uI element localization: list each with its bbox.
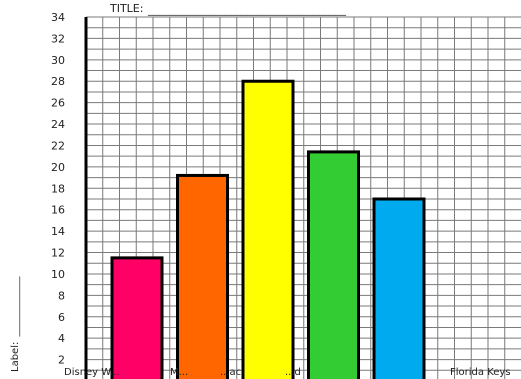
category-label: Florida Keys	[450, 367, 511, 378]
y-tick-label: 14	[51, 225, 65, 238]
y-tick-label: 26	[51, 97, 65, 110]
y-tick-label: 34	[51, 11, 65, 24]
y-tick-label: 6	[58, 311, 65, 324]
bar	[110, 256, 164, 379]
chart-title-prefix: TITLE:	[109, 2, 143, 15]
y-tick-label: 24	[51, 118, 65, 131]
y-tick-label: 8	[58, 289, 65, 302]
bar	[241, 79, 295, 379]
category-label: ...d	[285, 367, 301, 378]
y-axis-label: Label: ____________	[10, 275, 21, 372]
y-tick-label: 22	[51, 139, 65, 152]
y-tick-label: 16	[51, 204, 65, 217]
bar	[307, 150, 360, 379]
y-axis-label-text: Label:	[10, 342, 21, 372]
bars	[110, 79, 426, 379]
y-tick-label: 12	[51, 247, 65, 260]
y-tick-label: 10	[51, 268, 65, 281]
y-tick-label: 18	[51, 182, 65, 195]
y-tick-label: 20	[51, 161, 65, 174]
y-tick-label: 4	[58, 332, 65, 345]
chart-title-blank: ____________________________________	[147, 3, 347, 16]
y-tick-label: 30	[51, 54, 65, 67]
category-label: M...	[170, 367, 188, 378]
y-axis-label-blank: ____________	[10, 275, 21, 337]
category-label: ...ac	[220, 367, 241, 378]
category-labels: Disney W... M... ...ac ...d Florida Keys	[64, 367, 511, 378]
category-label: Disney W...	[64, 367, 120, 378]
y-tick-label: 2	[58, 354, 65, 367]
bar	[372, 197, 426, 379]
y-tick-label: 28	[51, 75, 65, 88]
y-tick-label: 32	[51, 32, 65, 45]
bar	[176, 173, 229, 379]
